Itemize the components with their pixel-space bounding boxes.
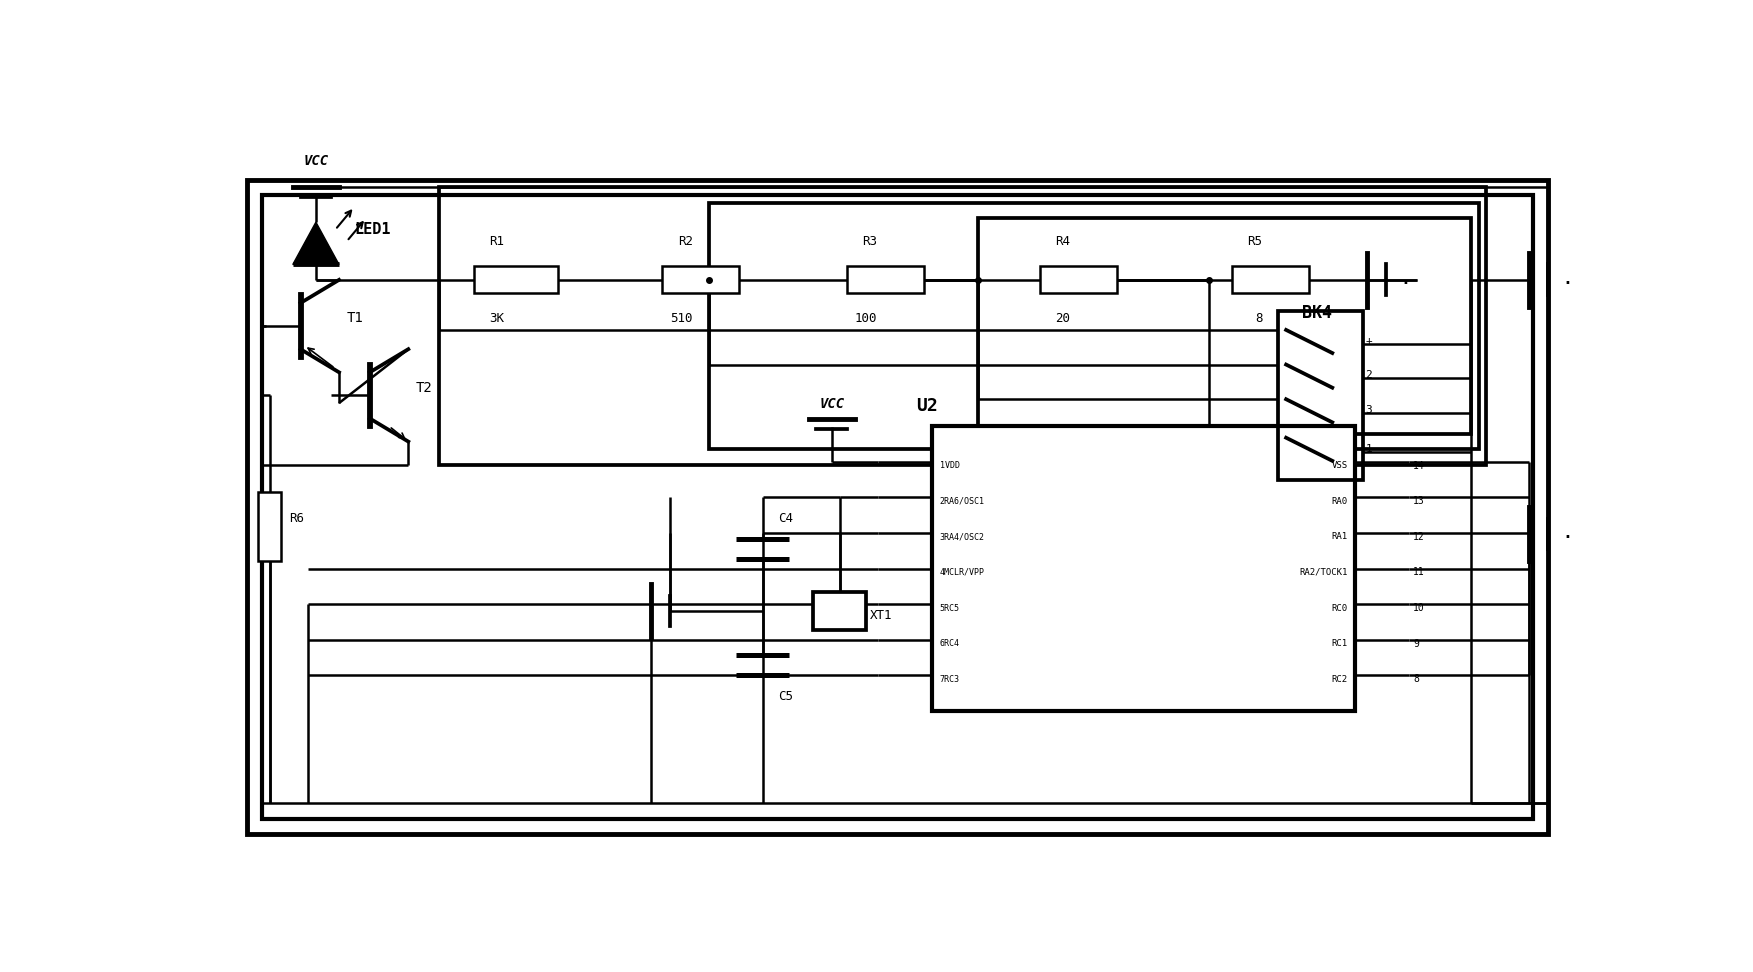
- Text: 6RC4: 6RC4: [940, 640, 959, 648]
- Text: 8: 8: [1255, 312, 1262, 326]
- Text: RC0: RC0: [1332, 604, 1348, 612]
- Text: LED1: LED1: [354, 222, 391, 236]
- Text: 3K: 3K: [489, 312, 505, 326]
- Text: VCC: VCC: [819, 397, 845, 411]
- Text: 100: 100: [855, 312, 878, 326]
- Text: .: .: [1564, 519, 1571, 542]
- Text: +: +: [1366, 335, 1373, 346]
- Text: 5RC5: 5RC5: [940, 604, 959, 612]
- Text: 10: 10: [1413, 603, 1425, 613]
- Text: R3: R3: [862, 235, 878, 248]
- Text: T1: T1: [347, 311, 363, 326]
- Text: .: .: [1564, 264, 1571, 289]
- Text: 3RA4/OSC2: 3RA4/OSC2: [940, 533, 985, 541]
- Text: R4: R4: [1055, 235, 1069, 248]
- Text: U2: U2: [917, 397, 938, 415]
- Text: R6: R6: [289, 512, 303, 526]
- Text: 4MCLR/VPP: 4MCLR/VPP: [940, 568, 985, 577]
- Bar: [261, 195, 1532, 818]
- Bar: [1232, 266, 1309, 294]
- Text: 8: 8: [1413, 675, 1418, 684]
- Bar: [247, 180, 1548, 834]
- Bar: [1278, 311, 1364, 480]
- Text: 2: 2: [1366, 370, 1373, 380]
- Text: R5: R5: [1248, 235, 1262, 248]
- Text: 20: 20: [1055, 312, 1069, 326]
- Bar: [978, 219, 1471, 434]
- Text: 3: 3: [1366, 405, 1373, 415]
- Text: 14: 14: [1413, 461, 1425, 470]
- Text: C4: C4: [778, 512, 792, 526]
- Bar: [1040, 266, 1117, 294]
- Text: XT1: XT1: [869, 608, 892, 622]
- Text: T2: T2: [415, 380, 433, 395]
- Bar: [258, 492, 280, 561]
- Bar: [708, 203, 1478, 449]
- Text: RA2/TOCK1: RA2/TOCK1: [1299, 568, 1348, 577]
- Text: 2RA6/OSC1: 2RA6/OSC1: [940, 497, 985, 505]
- Text: RC1: RC1: [1332, 640, 1348, 648]
- Text: BK4: BK4: [1301, 304, 1332, 323]
- Text: RA0: RA0: [1332, 497, 1348, 505]
- Text: VSS: VSS: [1332, 461, 1348, 470]
- Bar: [438, 188, 1487, 465]
- Text: RC2: RC2: [1332, 675, 1348, 684]
- Text: 9: 9: [1413, 639, 1418, 648]
- Text: 7RC3: 7RC3: [940, 675, 959, 684]
- Text: 13: 13: [1413, 497, 1425, 506]
- Text: 11: 11: [1413, 568, 1425, 577]
- Bar: [663, 266, 740, 294]
- Bar: [473, 266, 559, 294]
- Text: VCC: VCC: [303, 155, 328, 168]
- Bar: [847, 266, 924, 294]
- Bar: [813, 592, 866, 630]
- Text: R1: R1: [489, 235, 505, 248]
- Text: R2: R2: [678, 235, 692, 248]
- Text: 12: 12: [1413, 532, 1425, 541]
- Text: 1: 1: [1366, 443, 1373, 454]
- Text: RA1: RA1: [1332, 533, 1348, 541]
- Bar: [933, 426, 1355, 712]
- Text: 1VDD: 1VDD: [940, 461, 959, 470]
- Text: 510: 510: [670, 312, 692, 326]
- Polygon shape: [293, 223, 338, 264]
- Text: C5: C5: [778, 689, 792, 703]
- Text: .: .: [1402, 264, 1409, 289]
